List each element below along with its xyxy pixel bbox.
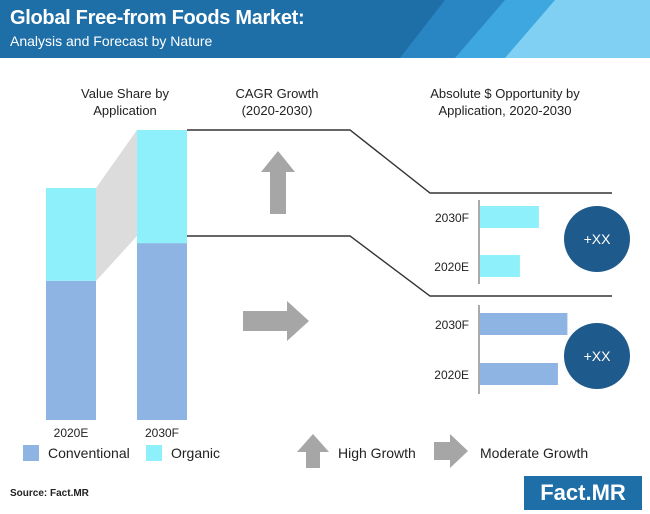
brand-logo: Fact.MR — [524, 476, 642, 510]
badge-conventional — [564, 323, 630, 389]
stacked-bar-organic-2030f — [137, 130, 187, 244]
share-tick-label: 2030F — [145, 426, 179, 440]
hbar-organic-2020e — [480, 255, 520, 277]
badge-organic — [564, 206, 630, 272]
share-connector — [96, 130, 137, 281]
legend-moderate-growth-icon — [434, 434, 468, 468]
connector-line-organic — [187, 129, 612, 194]
page-title: Global Free-from Foods Market: — [10, 7, 305, 29]
legend-label-organic: Organic — [171, 445, 221, 461]
hbar-tick-label-organic: 2020E — [434, 260, 469, 274]
hbar-organic-2030f — [480, 206, 539, 228]
stacked-bar-conventional-2030f — [137, 243, 187, 420]
header-stripe-3 — [505, 0, 650, 58]
stacked-bar-organic-2020e — [46, 188, 96, 281]
badge-conventional-text: +XX — [584, 348, 612, 364]
source-note: Source: Fact.MR — [10, 488, 89, 499]
hbar-tick-label-conventional: 2020E — [434, 368, 469, 382]
opportunity-title: Absolute $ Opportunity by Application, 2… — [430, 86, 580, 118]
legend-swatch-conventional — [23, 445, 39, 461]
header-stripes — [400, 0, 650, 58]
page-subtitle: Analysis and Forecast by Nature — [10, 33, 213, 49]
hbar-conventional-2030f — [480, 313, 568, 335]
legend-label-conventional: Conventional — [48, 445, 130, 461]
high-growth-arrow-icon — [261, 151, 295, 214]
legend-label-moderate-growth: Moderate Growth — [480, 445, 589, 461]
stacked-bar-conventional-2020e — [46, 280, 96, 420]
legend-high-growth-icon — [297, 434, 329, 468]
hbar-conventional-2020e — [480, 363, 558, 385]
legend-swatch-organic — [146, 445, 162, 461]
hbar-tick-label-conventional: 2030F — [435, 318, 469, 332]
header-banner: Global Free-from Foods Market: Analysis … — [0, 0, 650, 58]
cagr-title: CAGR Growth (2020-2030) — [235, 86, 319, 118]
moderate-growth-arrow-icon — [243, 301, 309, 341]
badge-organic-text: +XX — [584, 231, 612, 247]
hbar-tick-label-organic: 2030F — [435, 211, 469, 225]
value-share-title: Value Share by Application — [81, 86, 169, 118]
share-tick-label: 2020E — [54, 426, 89, 440]
connector-line-conventional — [187, 235, 612, 297]
legend-label-high-growth: High Growth — [338, 445, 416, 461]
